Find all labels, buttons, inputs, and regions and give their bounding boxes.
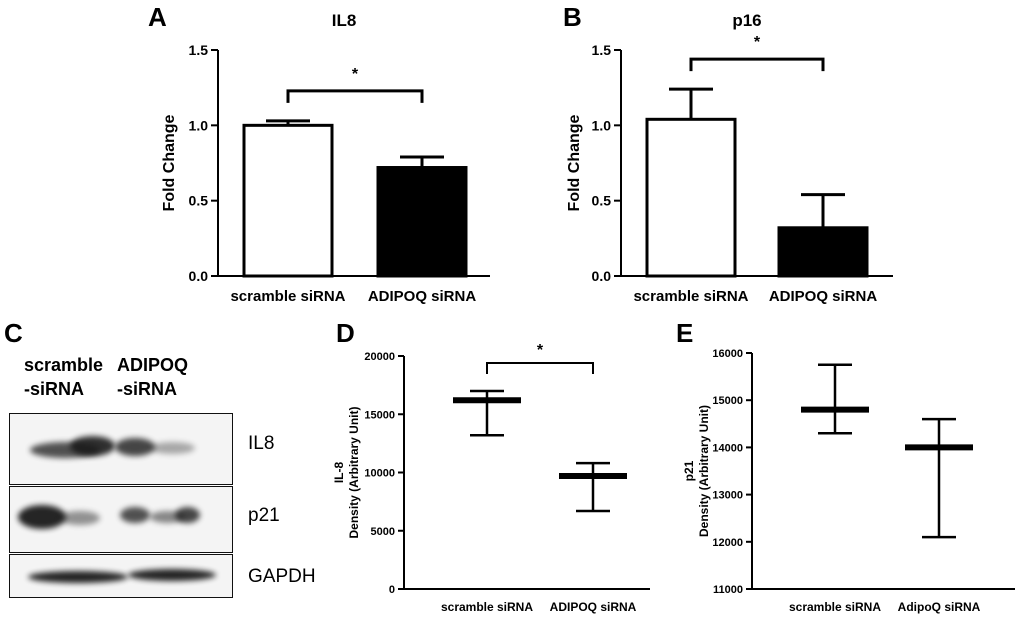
y-axis-label-line1: IL-8 (332, 462, 346, 484)
blot-row-p21 (9, 486, 233, 553)
lane-header-scramble-line2: -siRNA (24, 379, 85, 399)
blot-label-p21: p21 (248, 505, 280, 526)
bar-adipoq (777, 226, 869, 278)
blot-band (115, 438, 155, 456)
y-axis-label-line1: p21 (682, 460, 696, 481)
significance-bracket (689, 57, 825, 72)
blot-row-gapdh (9, 554, 233, 598)
y-tick-label: 10000 (364, 468, 395, 480)
blot-band (175, 507, 200, 523)
x-category-label: AdipoQ siRNA (898, 600, 981, 614)
y-tick-label: 1.0 (592, 117, 612, 133)
y-tick-label: 20000 (364, 351, 395, 363)
significance-marker: * (352, 66, 359, 83)
blot-band (60, 511, 100, 525)
y-tick-label: 0.5 (592, 193, 612, 209)
x-category-label: ADIPOQ siRNA (368, 288, 477, 305)
panel-label-d: D (336, 318, 355, 348)
panel-label-b: B (563, 2, 582, 32)
y-tick-label: 1.0 (189, 117, 209, 133)
blot-label-gapdh: GAPDH (248, 566, 316, 587)
chart-title: IL8 (332, 11, 357, 30)
chart-title: p16 (732, 11, 761, 30)
y-tick-label: 16000 (712, 348, 743, 360)
bar-adipoq (376, 166, 468, 278)
y-tick-label: 14000 (712, 442, 743, 454)
significance-marker: * (537, 342, 544, 359)
blot-band (128, 569, 216, 581)
bar-scramble (242, 123, 334, 278)
chart-p16-fold-change: p16 0.0 0.5 1.0 1.5 Fold Change scramble siRNA… (566, 11, 893, 305)
y-tick-label: 0.0 (592, 268, 612, 284)
panel-label-e: E (676, 318, 694, 348)
x-category-label: ADIPOQ siRNA (769, 288, 878, 305)
y-axis-label: Fold Change (566, 114, 583, 211)
blot-band (18, 505, 66, 529)
y-tick-label: 0.5 (189, 193, 209, 209)
lane-header-scramble: scramble -siRNA (24, 353, 103, 401)
x-category-label: scramble siRNA (633, 288, 748, 305)
y-tick-label: 1.5 (592, 42, 612, 58)
y-tick-label: 0 (389, 584, 395, 596)
lane-header-adipoq-line2: -siRNA (117, 379, 178, 399)
significance-bracket (486, 361, 594, 374)
blot-band (150, 442, 195, 454)
lane-header-adipoq-line1: ADIPOQ (117, 355, 189, 375)
lane-header-adipoq: ADIPOQ -siRNA (117, 353, 188, 401)
chart-p21-density: 11000 12000 13000 14000 15000 16000 p21 Density… (682, 348, 1015, 614)
bar-scramble (645, 117, 737, 278)
blot-band (120, 507, 150, 523)
chart-il8-fold-change: IL8 0.0 0.5 1.0 1.5 Fold Change scramble siRNA… (161, 11, 490, 305)
y-tick-label: 1.5 (189, 42, 209, 58)
significance-marker: * (754, 34, 761, 51)
x-category-label: scramble siRNA (789, 600, 881, 614)
blot-band (70, 436, 115, 456)
y-axis-label-line2: Density (Arbitrary Unit) (697, 405, 711, 537)
y-tick-label: 15000 (364, 409, 395, 421)
lane-header-scramble-line1: scramble (24, 355, 104, 375)
y-tick-label: 5000 (371, 526, 395, 538)
panel-label-a: A (148, 2, 167, 32)
western-blot-panel: scramble -siRNA ADIPOQ -siRNA IL8 p21 GA… (0, 345, 330, 624)
y-axis-label-line2: Density (Arbitrary Unit) (347, 406, 361, 538)
blot-row-il8 (9, 413, 233, 485)
blot-band (28, 571, 128, 583)
y-tick-label: 0.0 (189, 268, 209, 284)
x-category-label: scramble siRNA (230, 288, 345, 305)
x-category-label: ADIPOQ siRNA (550, 600, 637, 614)
y-tick-label: 12000 (712, 537, 743, 549)
y-axis-label: Fold Change (161, 114, 178, 211)
y-tick-label: 15000 (712, 395, 743, 407)
panel-label-c: C (4, 318, 23, 348)
significance-bracket (286, 89, 424, 103)
y-tick-label: 11000 (713, 584, 743, 596)
y-tick-label: 13000 (712, 490, 743, 502)
chart-il8-density: 0 5000 10000 15000 20000 IL-8 Density (Arbitra… (332, 342, 650, 614)
blot-label-il8: IL8 (248, 433, 275, 454)
x-category-label: scramble siRNA (441, 600, 533, 614)
